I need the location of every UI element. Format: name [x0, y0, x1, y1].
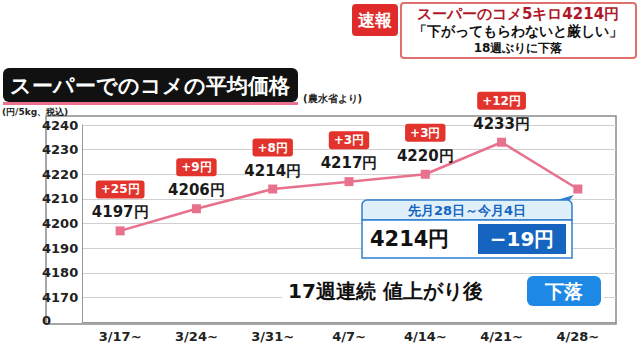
svg-text:4/7~: 4/7~ [332, 329, 366, 344]
svg-text:4/21~: 4/21~ [480, 329, 523, 344]
svg-text:+25円: +25円 [101, 182, 140, 196]
svg-text:4/28~: 4/28~ [556, 329, 599, 344]
svg-text:先月28日～今月4日: 先月28日～今月4日 [407, 203, 526, 218]
svg-text:(農水省より): (農水省より) [303, 93, 362, 104]
svg-text:「下がってもらわないと厳しい」: 「下がってもらわないと厳しい」 [413, 23, 623, 39]
svg-text:+3円: +3円 [410, 126, 440, 140]
svg-text:−19円: −19円 [490, 227, 555, 251]
svg-text:+8円: +8円 [258, 141, 288, 155]
svg-text:+3円: +3円 [334, 133, 364, 147]
svg-text:4200: 4200 [42, 216, 78, 231]
svg-text:4180: 4180 [42, 265, 78, 280]
svg-text:4206円: 4206円 [168, 181, 225, 199]
svg-text:4190: 4190 [42, 241, 78, 256]
svg-text:17週連続 値上がり後: 17週連続 値上がり後 [288, 279, 483, 303]
svg-text:+12円: +12円 [482, 94, 521, 108]
svg-text:4240: 4240 [42, 118, 78, 133]
svg-text:3/31~: 3/31~ [251, 329, 294, 344]
svg-text:18週ぶりに下落: 18週ぶりに下落 [474, 41, 564, 55]
svg-text:スーパーでのコメの平均価格: スーパーでのコメの平均価格 [10, 74, 291, 98]
svg-text:4170: 4170 [42, 290, 78, 305]
svg-text:下落: 下落 [544, 280, 583, 302]
svg-text:4233円: 4233円 [473, 115, 530, 133]
svg-text:(円/5kg、税込): (円/5kg、税込) [2, 107, 68, 117]
svg-text:4220円: 4220円 [397, 147, 454, 165]
svg-text:3/17~: 3/17~ [99, 329, 142, 344]
svg-text:4197円: 4197円 [92, 203, 149, 221]
svg-text:スーパーのコメ5キロ4214円: スーパーのコメ5キロ4214円 [417, 5, 619, 23]
svg-text:3/24~: 3/24~ [175, 329, 218, 344]
svg-text:4214円: 4214円 [244, 162, 301, 180]
svg-text:4210: 4210 [42, 191, 78, 206]
svg-text:4220: 4220 [42, 167, 78, 182]
svg-text:4217円: 4217円 [321, 154, 378, 172]
svg-text:4230: 4230 [42, 142, 78, 157]
svg-text:0: 0 [42, 313, 51, 328]
svg-text:4/14~: 4/14~ [404, 329, 447, 344]
svg-text:速報: 速報 [358, 10, 393, 30]
svg-text:4214円: 4214円 [370, 227, 449, 251]
svg-text:+9円: +9円 [181, 160, 211, 174]
